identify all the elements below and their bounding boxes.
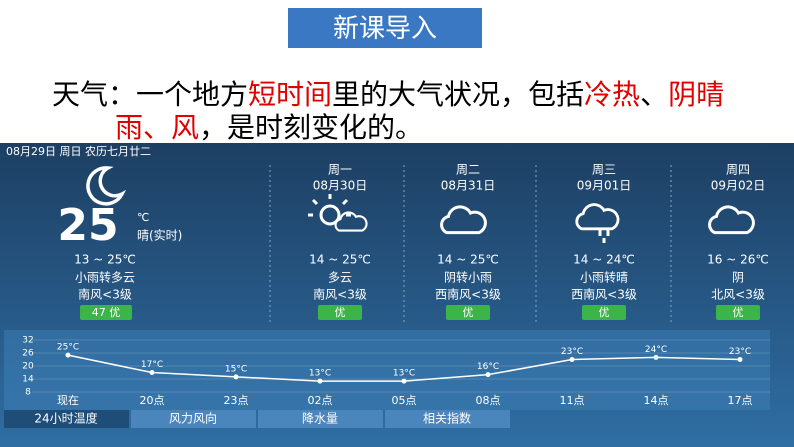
x-tick-label: 23点 xyxy=(224,394,249,407)
temp-point xyxy=(737,357,743,362)
definition-segment: 阴晴 xyxy=(668,78,724,111)
forecast-day: 周四 xyxy=(726,163,750,177)
forecast-wind: 北风<3级 xyxy=(711,288,765,302)
tab[interactable] xyxy=(258,410,383,428)
aqi-badge xyxy=(318,305,362,320)
temp-point xyxy=(65,352,71,358)
chart-area xyxy=(4,330,770,410)
rain-icon xyxy=(575,203,620,243)
tab[interactable] xyxy=(385,410,510,428)
definition-segment: 里的大气状况，包括 xyxy=(332,78,584,111)
forecast-aqi: 优 xyxy=(335,306,346,319)
x-tick-label: 08点 xyxy=(476,394,501,407)
date-bar: 08月29日 周日 农历七月廿二 xyxy=(6,144,151,158)
value-label: 24°C xyxy=(645,345,667,355)
forecast-weather: 多云 xyxy=(328,271,352,285)
aqi-badge xyxy=(716,305,760,320)
temp-point xyxy=(569,357,575,362)
value-label: 16°C xyxy=(477,362,499,372)
forecast-date: 09月02日 xyxy=(711,179,766,193)
y-tick-label: 8 xyxy=(25,388,31,398)
forecast-date: 08月30日 xyxy=(313,179,368,193)
value-label: 23°C xyxy=(729,347,751,357)
forecast-wind: 南风<3级 xyxy=(313,287,367,302)
sun-cloud-icon xyxy=(308,194,368,232)
forecast-wind: 西南风<3级 xyxy=(435,287,501,302)
forecast-range: 14 ~ 25℃ xyxy=(309,253,371,267)
forecast-day: 周三 xyxy=(592,163,616,177)
definition-line: 雨、风，是时刻变化的。 xyxy=(115,111,423,144)
forecast-wind: 西南风<3级 xyxy=(571,287,637,302)
forecast-range: 16 ~ 26℃ xyxy=(707,253,769,267)
forecast-range: 14 ~ 24℃ xyxy=(573,253,635,267)
value-label: 13°C xyxy=(309,369,331,379)
moon-icon xyxy=(86,166,127,206)
definition-segment: 冷热 xyxy=(584,78,640,111)
forecast-day: 周一 xyxy=(328,163,352,177)
definition-segment: 雨、风 xyxy=(115,111,199,144)
x-tick-label: 17点 xyxy=(728,394,753,407)
forecast-day: 周二 xyxy=(456,163,480,177)
today-temp: 25 xyxy=(57,200,118,251)
today-wind: 南风<3级 xyxy=(78,287,132,302)
tab-label[interactable]: 降水量 xyxy=(302,412,338,426)
today-unit: ℃ xyxy=(137,211,149,224)
value-label: 17°C xyxy=(141,360,163,370)
temp-point xyxy=(233,374,239,380)
temp-point xyxy=(653,354,659,360)
aqi-badge xyxy=(80,305,132,320)
value-label: 25°C xyxy=(57,343,79,353)
tab-label[interactable]: 风力风向 xyxy=(169,411,217,426)
temp-point xyxy=(485,372,491,378)
definition-segment: 、 xyxy=(640,78,668,111)
y-tick-label: 20 xyxy=(22,362,34,372)
today-desc: 晴(实时) xyxy=(137,228,182,243)
forecast-aqi: 优 xyxy=(599,306,610,319)
x-tick-label: 14点 xyxy=(644,394,669,407)
definition-line: 天气：一个地方短时间里的大气状况，包括冷热、阴晴 xyxy=(52,78,724,111)
temp-point xyxy=(149,370,155,375)
title-box xyxy=(288,8,482,48)
forecast-range: 14 ~ 25℃ xyxy=(437,253,499,267)
today-aqi: 47 优 xyxy=(92,306,121,319)
x-tick-label: 05点 xyxy=(392,394,417,407)
x-tick-label: 现在 xyxy=(57,394,79,407)
forecast-aqi: 优 xyxy=(733,306,744,319)
definition-segment: 短时间 xyxy=(248,78,332,111)
definition-segment: ，是时刻变化的。 xyxy=(199,111,423,144)
tab-label[interactable]: 24小时温度 xyxy=(34,411,97,426)
temp-point xyxy=(317,378,323,384)
value-label: 15°C xyxy=(225,364,247,374)
forecast-date: 08月31日 xyxy=(441,179,496,193)
aqi-badge xyxy=(446,305,490,320)
value-label: 13°C xyxy=(393,369,415,379)
forecast-date: 09月01日 xyxy=(577,179,632,193)
forecast-weather: 阴转小雨 xyxy=(444,270,492,285)
x-tick-label: 02点 xyxy=(308,394,333,407)
today-weather: 小雨转多云 xyxy=(75,270,135,285)
aqi-badge xyxy=(582,305,626,320)
definition-segment: 天气：一个地方 xyxy=(52,78,248,111)
x-tick-label: 20点 xyxy=(140,394,165,407)
y-tick-label: 26 xyxy=(22,349,34,359)
forecast-weather: 小雨转晴 xyxy=(580,270,628,285)
slide-title: 新课导入 xyxy=(333,14,437,44)
y-tick-label: 14 xyxy=(22,375,34,385)
temp-point xyxy=(401,378,407,384)
x-tick-label: 11点 xyxy=(560,394,585,407)
tab-label[interactable]: 相关指数 xyxy=(423,411,471,426)
tab[interactable] xyxy=(4,410,129,428)
today-range: 13 ~ 25℃ xyxy=(74,253,136,267)
value-label: 23°C xyxy=(561,347,583,357)
y-tick-label: 32 xyxy=(22,336,33,346)
forecast-aqi: 优 xyxy=(463,306,474,319)
tab[interactable] xyxy=(131,410,256,428)
forecast-weather: 阴 xyxy=(732,271,744,285)
